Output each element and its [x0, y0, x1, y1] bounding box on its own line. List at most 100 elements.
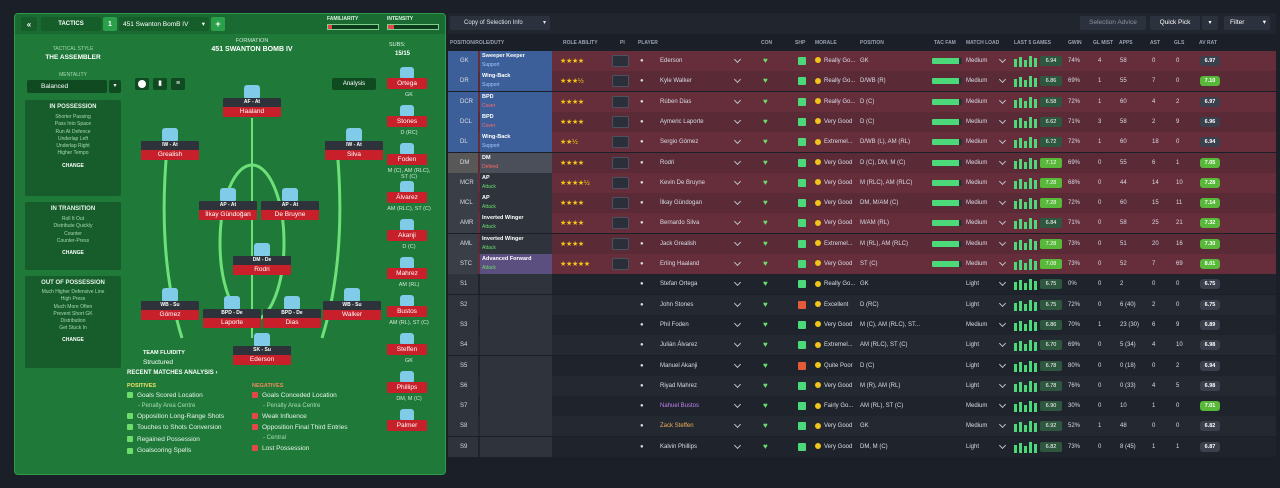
- position-cell[interactable]: DCR: [448, 91, 478, 112]
- col-pi[interactable]: PI: [620, 40, 625, 46]
- player-name[interactable]: Nahuel Bustos: [660, 403, 700, 410]
- table-row[interactable]: S5 ● Manuel Akanji ♥ Quite Poor D (C) Light 6.7…: [448, 355, 1276, 376]
- match-load-dropdown[interactable]: [998, 380, 1007, 388]
- table-row[interactable]: MCL AP Attack ★★★★ ● İlkay Gündogan ♥ Very Good…: [448, 193, 1276, 214]
- pitch-player[interactable]: SK - Su Ederson: [233, 333, 291, 365]
- table-row[interactable]: S6 ● Riyad Mahrez ♥ Very Good M (R), AM (RL) L…: [448, 375, 1276, 396]
- pitch-player[interactable]: DM - De Rodri: [233, 243, 291, 275]
- bench-player[interactable]: Álvarez AM (RLC), ST (C): [387, 181, 445, 219]
- player-dropdown[interactable]: [733, 177, 742, 185]
- match-load-dropdown[interactable]: [998, 116, 1007, 124]
- role-cell[interactable]: Wing-Back Support: [480, 71, 552, 92]
- col-gls[interactable]: GLS: [1174, 40, 1185, 46]
- pitch-player[interactable]: IW - At Grealish: [141, 128, 199, 160]
- col-role-ability[interactable]: ROLE ABILITY: [563, 40, 598, 46]
- pitch-player[interactable]: IW - At Silva: [325, 128, 383, 160]
- position-cell[interactable]: DL: [448, 132, 478, 153]
- table-row[interactable]: STC Advanced Forward Attack ★★★★★ ● Erling Ha…: [448, 254, 1276, 274]
- info-button[interactable]: [135, 78, 149, 90]
- pitch-player[interactable]: AP - At De Bruyne: [261, 188, 319, 220]
- table-row[interactable]: DR Wing-Back Support ★★★½ ● Kyle Walker ♥ Reall…: [448, 71, 1276, 92]
- bench-player[interactable]: Steffen GK: [387, 333, 445, 371]
- table-row[interactable]: S2 ● John Stones ♥ Excellent D (RC) Light 6.75 7…: [448, 294, 1276, 315]
- player-name[interactable]: İlkay Gündogan: [660, 200, 703, 207]
- match-load-dropdown[interactable]: [998, 76, 1007, 84]
- position-cell[interactable]: DM: [448, 152, 478, 173]
- mentality-dropdown[interactable]: ▾: [109, 80, 121, 93]
- role-cell[interactable]: Inverted Winger Attack: [480, 233, 552, 254]
- pi-button[interactable]: [612, 75, 629, 88]
- role-cell[interactable]: Inverted Winger Attack: [480, 213, 552, 234]
- add-tactic-button[interactable]: +: [211, 17, 225, 31]
- role-cell[interactable]: BPD Cover: [480, 91, 552, 112]
- role-cell[interactable]: DM Defend: [480, 152, 552, 173]
- player-dropdown[interactable]: [733, 116, 742, 124]
- player-dropdown[interactable]: [733, 421, 742, 429]
- match-load-dropdown[interactable]: [998, 401, 1007, 409]
- position-cell[interactable]: S5: [448, 355, 478, 376]
- table-row[interactable]: S8 ● Zack Steffen ♥ Very Good GK Medium 6.92 52%…: [448, 416, 1276, 437]
- player-dropdown[interactable]: [733, 360, 742, 368]
- position-cell[interactable]: DR: [448, 71, 478, 92]
- table-row[interactable]: AML Inverted Winger Attack ★★★★ ● Jack Greali…: [448, 233, 1276, 254]
- player-name[interactable]: Stefan Ortega: [660, 281, 698, 288]
- mentality-select[interactable]: Balanced: [27, 80, 107, 93]
- player-dropdown[interactable]: [733, 319, 742, 327]
- col-gwin[interactable]: GWIN: [1068, 40, 1082, 46]
- table-row[interactable]: S9 ● Kalvin Phillips ♥ Very Good DM, M (C) Lig…: [448, 436, 1276, 457]
- col-apps[interactable]: APPS: [1119, 40, 1133, 46]
- match-load-dropdown[interactable]: [998, 55, 1007, 64]
- pi-button[interactable]: [612, 95, 629, 108]
- change-in-possession-button[interactable]: CHANGE: [62, 162, 84, 169]
- col-glmist[interactable]: GL MIST: [1093, 40, 1114, 46]
- player-dropdown[interactable]: [733, 279, 742, 287]
- role-cell[interactable]: Wing-Back Support: [480, 132, 552, 153]
- player-dropdown[interactable]: [733, 401, 742, 409]
- role-cell[interactable]: Sweeper Keeper Support: [480, 51, 552, 71]
- pitch-player[interactable]: AP - At İlkay Gündoğan: [199, 188, 257, 220]
- col-player[interactable]: PLAYER: [638, 40, 658, 46]
- table-row[interactable]: DCR BPD Cover ★★★★ ● Rúben Dias ♥ Really Go... D…: [448, 91, 1276, 112]
- match-load-dropdown[interactable]: [998, 177, 1007, 185]
- player-name[interactable]: Zack Steffen: [660, 423, 694, 430]
- recent-label[interactable]: RECENT MATCHES ANALYSIS ›: [127, 370, 218, 376]
- player-dropdown[interactable]: [733, 340, 742, 348]
- player-name[interactable]: John Stones: [660, 301, 694, 308]
- col-position-text[interactable]: POSITION: [860, 40, 884, 46]
- bench-player[interactable]: Akanji D (C): [387, 219, 445, 257]
- match-load-dropdown[interactable]: [998, 299, 1007, 307]
- bench-player[interactable]: Ortega GK: [387, 67, 445, 105]
- position-cell[interactable]: MCR: [448, 172, 478, 193]
- table-row[interactable]: DL Wing-Back Support ★★½ ● Sergio Gómez ♥ Extre…: [448, 132, 1276, 153]
- pi-button[interactable]: [612, 115, 629, 128]
- match-load-dropdown[interactable]: [998, 319, 1007, 327]
- quick-pick-dropdown[interactable]: ▾: [1202, 16, 1218, 30]
- player-dropdown[interactable]: [733, 198, 742, 206]
- player-name[interactable]: Kalvin Phillips: [660, 443, 698, 450]
- match-load-dropdown[interactable]: [998, 218, 1007, 226]
- col-av-rat[interactable]: AV RAT: [1199, 40, 1217, 46]
- view-select[interactable]: Copy of Selection Info ▾: [450, 16, 550, 30]
- player-name[interactable]: Kyle Walker: [660, 78, 692, 85]
- position-cell[interactable]: S1: [448, 274, 478, 295]
- table-row[interactable]: S7 ● Nahuel Bustos ♥ Fairly Go... AM (RL), ST…: [448, 396, 1276, 417]
- player-dropdown[interactable]: [733, 96, 742, 104]
- tab-tactics[interactable]: TACTICS: [41, 17, 101, 31]
- pi-button[interactable]: [612, 197, 629, 210]
- pitch-player[interactable]: AF - At Haaland: [223, 85, 281, 117]
- bench-player[interactable]: Palmer: [387, 409, 445, 447]
- match-load-dropdown[interactable]: [998, 441, 1007, 449]
- collapse-button[interactable]: «: [21, 17, 37, 31]
- position-cell[interactable]: S8: [448, 416, 478, 437]
- player-name[interactable]: Phil Foden: [660, 321, 689, 328]
- col-morale[interactable]: MORALE: [815, 40, 837, 46]
- table-row[interactable]: S3 ● Phil Foden ♥ Very Good M (C), AM (RLC), …: [448, 314, 1276, 335]
- table-row[interactable]: GK Sweeper Keeper Support ★★★★ ● Ederson ♥ Real…: [448, 51, 1276, 71]
- position-cell[interactable]: S3: [448, 314, 478, 335]
- pitch-player[interactable]: WB - Su Walker: [323, 288, 381, 320]
- match-load-dropdown[interactable]: [998, 340, 1007, 348]
- selection-advice-button[interactable]: Selection Advice: [1080, 16, 1146, 30]
- pi-button[interactable]: [612, 136, 629, 149]
- player-dropdown[interactable]: [733, 441, 742, 449]
- tactic-select[interactable]: 451 Swanton BomB IV ▾: [119, 17, 209, 31]
